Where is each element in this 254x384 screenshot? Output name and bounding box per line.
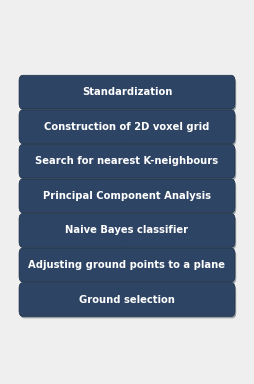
- FancyBboxPatch shape: [20, 215, 236, 249]
- FancyBboxPatch shape: [19, 75, 235, 109]
- FancyBboxPatch shape: [19, 110, 235, 144]
- FancyBboxPatch shape: [20, 146, 236, 180]
- Text: Search for nearest K-neighbours: Search for nearest K-neighbours: [36, 156, 218, 166]
- Text: Standardization: Standardization: [82, 87, 172, 97]
- FancyBboxPatch shape: [19, 283, 235, 316]
- Text: Adjusting ground points to a plane: Adjusting ground points to a plane: [28, 260, 226, 270]
- FancyBboxPatch shape: [19, 144, 235, 178]
- Text: Naive Bayes classifier: Naive Bayes classifier: [66, 225, 188, 235]
- FancyBboxPatch shape: [20, 250, 236, 284]
- Text: Construction of 2D voxel grid: Construction of 2D voxel grid: [44, 122, 210, 132]
- FancyBboxPatch shape: [20, 112, 236, 146]
- FancyBboxPatch shape: [19, 179, 235, 213]
- Text: Ground selection: Ground selection: [79, 295, 175, 305]
- FancyBboxPatch shape: [19, 248, 235, 282]
- FancyBboxPatch shape: [20, 285, 236, 318]
- FancyBboxPatch shape: [20, 77, 236, 111]
- Text: Principal Component Analysis: Principal Component Analysis: [43, 191, 211, 201]
- FancyBboxPatch shape: [19, 214, 235, 247]
- FancyBboxPatch shape: [20, 181, 236, 215]
